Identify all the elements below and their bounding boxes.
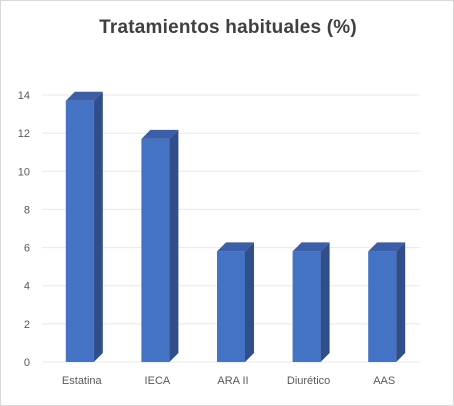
bar-top (368, 242, 406, 252)
bar-top (292, 242, 330, 252)
x-category-label: AAS (373, 375, 395, 387)
x-category-label: Diurético (287, 375, 330, 387)
x-category-label: ARA II (217, 375, 248, 387)
bar (217, 242, 254, 362)
y-tick-label: 6 (24, 243, 30, 255)
x-category-label: IECA (145, 375, 171, 387)
bar (141, 129, 179, 362)
bar-front (217, 251, 245, 362)
bar-front (141, 138, 170, 362)
y-tick-label: 14 (18, 90, 30, 102)
y-tick-label: 8 (24, 204, 30, 216)
chart-title: Tratamientos habituales (%) (99, 17, 357, 38)
bar-side (396, 242, 406, 362)
bar (292, 242, 330, 362)
bar-side (320, 242, 330, 362)
bar-top (217, 242, 254, 252)
y-tick-label: 10 (18, 166, 30, 178)
bar-side (93, 91, 103, 362)
x-category-label: Estatina (62, 375, 103, 387)
bars (65, 91, 406, 362)
y-tick-label: 4 (24, 281, 30, 293)
bar-top (65, 91, 103, 101)
x-axis-labels: Estatina IECA ARA II Diurético AAS (62, 375, 395, 387)
bar-front (292, 251, 321, 362)
bar-side (245, 242, 254, 362)
bar-front (65, 100, 94, 362)
bar-side (169, 129, 179, 362)
bar (65, 91, 103, 362)
y-tick-label: 0 (24, 357, 30, 369)
bar (368, 242, 406, 362)
y-tick-label: 12 (18, 128, 30, 140)
y-axis-ticks: 0 2 4 6 8 10 12 14 (18, 90, 30, 369)
bar-top (141, 129, 179, 139)
bar-front (368, 251, 397, 362)
y-tick-label: 2 (24, 319, 30, 331)
